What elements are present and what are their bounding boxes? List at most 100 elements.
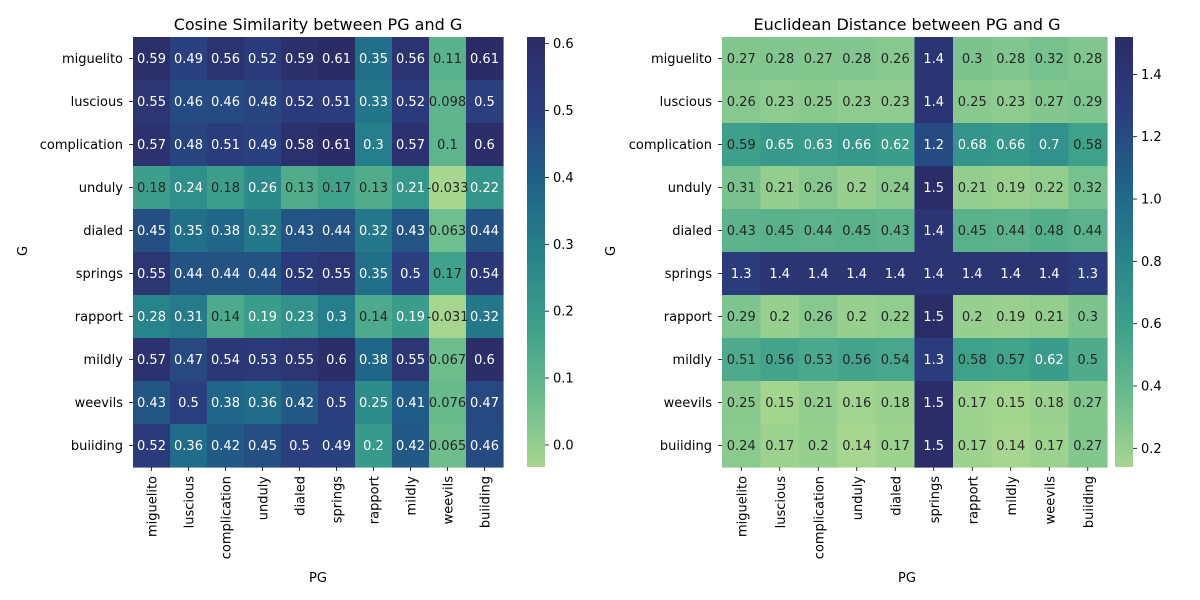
heatmap-cell — [281, 37, 319, 81]
heatmap-cell — [133, 80, 171, 124]
heatmap-cell — [170, 252, 208, 296]
heatmap-cell-label: 1.5 — [923, 439, 944, 454]
x-tick-label: buiiding — [1082, 476, 1097, 528]
heatmap-cell — [244, 424, 282, 468]
heatmap-cell — [207, 123, 245, 167]
colorbar-tick-label: 0.0 — [553, 438, 574, 453]
heatmap-cell — [914, 37, 954, 81]
heatmap-cell-label: 0.23 — [996, 95, 1025, 110]
heatmap-cell — [722, 209, 762, 253]
heatmap-cell — [133, 166, 171, 210]
heatmap-cell-label: 0.25 — [804, 95, 833, 110]
colorbar-tick-label: 0.2 — [1141, 442, 1162, 457]
heatmap-cell — [991, 209, 1031, 253]
heatmap-cell — [876, 381, 916, 425]
heatmap-cell — [355, 123, 393, 167]
heatmap-cell-label: 0.14 — [996, 439, 1025, 454]
heatmap-cell-label: 0.28 — [137, 310, 166, 325]
y-tick-label: complication — [629, 138, 712, 153]
heatmap-cell — [1068, 381, 1108, 425]
y-tick-label: buiiding — [71, 439, 123, 454]
heatmap-cell-label: 0.16 — [842, 396, 871, 411]
heatmap-cell — [799, 80, 839, 124]
heatmap-cell-label: 0.53 — [804, 353, 833, 368]
heatmap-cell — [466, 295, 504, 339]
heatmap-cell-label: 0.063 — [429, 224, 466, 239]
heatmap-cell-label: 0.45 — [137, 224, 166, 239]
heatmap-cell-label: 0.2 — [846, 310, 867, 325]
heatmap-cell-label: 0.18 — [1035, 396, 1064, 411]
heatmap-cell — [318, 80, 356, 124]
heatmap-cell-label: 0.66 — [996, 138, 1025, 153]
heatmap-cell — [318, 381, 356, 425]
heatmap-cell — [355, 424, 393, 468]
heatmap-cell-label: 0.27 — [804, 52, 833, 67]
heatmap-cell — [1068, 166, 1108, 210]
heatmap-cell-label: 0.56 — [765, 353, 794, 368]
heatmap-cell — [392, 209, 430, 253]
heatmap-cell — [170, 80, 208, 124]
heatmap-cell — [355, 209, 393, 253]
y-tick-label: rapport — [75, 310, 123, 325]
heatmap-cell — [133, 123, 171, 167]
heatmap-cell — [355, 80, 393, 124]
x-tick-label: weevils — [442, 476, 457, 525]
heatmap-cell-label: 0.17 — [958, 439, 987, 454]
heatmap-cell — [207, 338, 245, 382]
heatmap-cell-label: 0.55 — [137, 95, 166, 110]
heatmap-cell-label: 0.21 — [396, 181, 425, 196]
heatmap-cell — [876, 166, 916, 210]
heatmap-cell — [1030, 381, 1070, 425]
heatmap-cell — [170, 338, 208, 382]
heatmap-cell — [799, 123, 839, 167]
colorbar-tick-label: 0.4 — [553, 171, 574, 186]
heatmap-cell — [1030, 123, 1070, 167]
x-tick-label: luscious — [774, 476, 789, 529]
heatmap-cell — [837, 381, 877, 425]
heatmap-cell-label: 0.61 — [470, 52, 499, 67]
heatmap-cell — [133, 424, 171, 468]
heatmap-cell-label: 0.33 — [359, 95, 388, 110]
heatmap-cell-label: 0.3 — [363, 138, 384, 153]
heatmap-cell-label: 0.35 — [359, 267, 388, 282]
heatmap-cell — [722, 381, 762, 425]
cosine-similarity-panel: Cosine Similarity between PG and G 0.59 0… — [16, 15, 574, 586]
heatmap-cell — [876, 338, 916, 382]
heatmap-cell — [953, 381, 993, 425]
heatmap-cell — [318, 424, 356, 468]
heatmap-cell-label: 0.56 — [842, 353, 871, 368]
heatmap-cell-label: 0.6 — [326, 353, 347, 368]
heatmap-cell-label: 0.54 — [881, 353, 910, 368]
heatmap-cell-label: 0.5 — [400, 267, 421, 282]
heatmap-cell-label: -0.031 — [427, 310, 469, 325]
heatmap-cell-label: 1.3 — [1077, 267, 1098, 282]
euclidean-heatmap-cell-labels: 0.27 0.28 0.27 0.28 0.26 1.4 0.3 0.28 0.32 0.28 0.… — [727, 52, 1102, 454]
heatmap-cell-label: 0.26 — [727, 95, 756, 110]
heatmap-cell — [722, 80, 762, 124]
heatmap-cell — [760, 37, 800, 81]
heatmap-cell-label: 0.45 — [248, 439, 277, 454]
heatmap-cell — [170, 37, 208, 81]
heatmap-cell — [876, 209, 916, 253]
heatmap-cell-label: 0.3 — [326, 310, 347, 325]
heatmap-cell — [392, 424, 430, 468]
heatmap-cell — [1068, 80, 1108, 124]
heatmap-cell-label: 1.4 — [923, 224, 944, 239]
heatmap-cell-label: 0.19 — [396, 310, 425, 325]
heatmap-cell — [914, 123, 954, 167]
colorbar-tick-label: 0.5 — [553, 104, 574, 119]
heatmap-cell-label: 0.57 — [396, 138, 425, 153]
heatmap-cell-label: 0.47 — [470, 396, 499, 411]
heatmap-cell — [799, 209, 839, 253]
colorbar-tick-label: 1.0 — [1141, 193, 1162, 208]
y-tick-label: buiiding — [660, 439, 712, 454]
heatmap-cell-label: 1.4 — [923, 95, 944, 110]
heatmap-cell — [760, 424, 800, 468]
heatmap-cell — [837, 338, 877, 382]
heatmap-cell — [837, 252, 877, 296]
heatmap-cell — [837, 123, 877, 167]
heatmap-cell-label: 0.28 — [1073, 52, 1102, 67]
heatmap-cell-label: 0.26 — [804, 181, 833, 196]
heatmap-cell-label: 0.28 — [765, 52, 794, 67]
heatmap-cell — [914, 338, 954, 382]
